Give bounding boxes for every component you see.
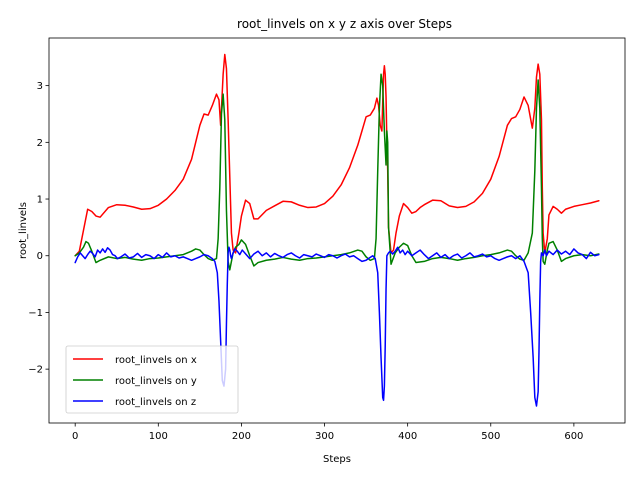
y-tick-label: −1	[28, 308, 43, 319]
x-tick-label: 200	[232, 431, 251, 442]
x-tick-label: 500	[481, 431, 500, 442]
x-tick-label: 300	[315, 431, 334, 442]
legend-label-1: root_linvels on y	[115, 376, 197, 387]
series-line-0	[74, 53, 600, 257]
plot-frame	[48, 37, 626, 424]
y-tick-label: 2	[37, 138, 43, 149]
series-layer	[74, 53, 600, 407]
x-tick-label: 100	[149, 431, 168, 442]
legend-box	[65, 345, 239, 414]
y-tick-label: −2	[28, 365, 43, 376]
y-axis-label: root_linvels	[18, 202, 29, 259]
legend-label-0: root_linvels on x	[115, 355, 197, 366]
y-tick-label: 0	[37, 251, 43, 262]
x-tick-label: 600	[564, 431, 583, 442]
x-axis: 0 100 200 300 400 500 600	[72, 423, 583, 442]
y-axis: −2 −1 0 1 2 3	[28, 81, 49, 376]
legend: root_linvels on x root_linvels on y root_l…	[65, 345, 239, 414]
series-line-1	[74, 73, 600, 271]
x-tick-label: 400	[398, 431, 417, 442]
legend-label-2: root_linvels on z	[115, 397, 196, 408]
series-line-2	[74, 246, 600, 407]
y-tick-label: 1	[37, 195, 43, 206]
chart-title: root_linvels on x y z axis over Steps	[237, 17, 452, 31]
x-axis-label: Steps	[323, 454, 351, 465]
x-tick-label: 0	[72, 431, 78, 442]
y-tick-label: 3	[37, 81, 43, 92]
